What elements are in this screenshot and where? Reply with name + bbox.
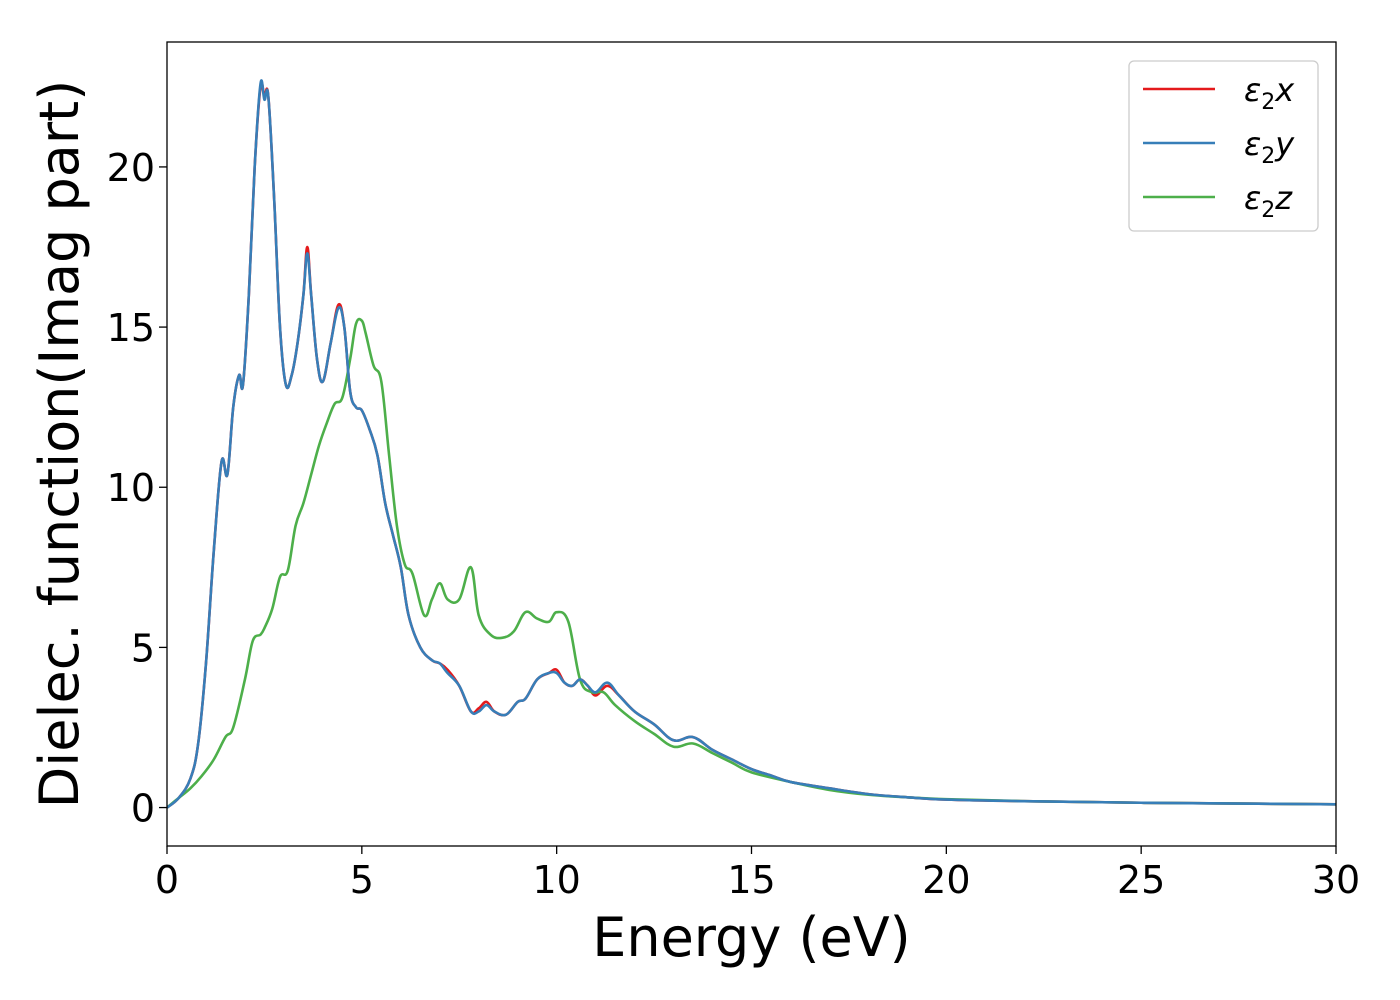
x-axis-label: Energy (eV) <box>592 906 911 969</box>
series-line-z <box>167 317 1336 809</box>
y-tick-label: 5 <box>131 626 155 670</box>
legend-box <box>1128 60 1319 232</box>
x-tick-label: 5 <box>350 858 374 902</box>
x-tick-label: 15 <box>727 858 775 902</box>
legend-label-y: ε2y <box>1244 125 1295 169</box>
legend-label-x: ε2x <box>1244 71 1295 115</box>
y-axis-label: Dielec. function(Imag part) <box>28 80 91 809</box>
ticks-layer: 0 5 10 15 20 25 30 0 5 10 15 20 <box>107 146 1361 902</box>
series-layer <box>167 79 1336 809</box>
legend: ε2x ε2y ε2z <box>1128 60 1319 232</box>
y-tick-label: 0 <box>131 787 155 831</box>
y-tick-label: 15 <box>107 306 155 350</box>
x-tick-label: 20 <box>922 858 970 902</box>
x-tick-label: 0 <box>155 858 179 902</box>
series-line-y <box>167 79 1336 809</box>
x-tick-label: 10 <box>532 858 580 902</box>
x-tick-label: 30 <box>1312 858 1360 902</box>
y-tick-label: 20 <box>107 146 155 190</box>
y-tick-label: 10 <box>107 466 155 510</box>
x-tick-label: 25 <box>1117 858 1165 902</box>
legend-label-z: ε2z <box>1244 179 1293 223</box>
